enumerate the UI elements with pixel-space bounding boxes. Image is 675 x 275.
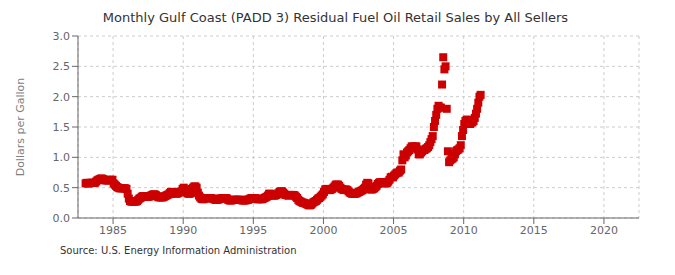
svg-text:0.5: 0.5 <box>53 182 71 195</box>
svg-text:2020: 2020 <box>590 224 618 237</box>
svg-text:Dollars per Gallon: Dollars per Gallon <box>14 78 27 177</box>
svg-text:1985: 1985 <box>99 224 127 237</box>
svg-text:2000: 2000 <box>309 224 337 237</box>
html-text:Monthly Gulf Coast (PADD 3) Re: Monthly Gulf Coast (PADD 3) Residual Fue… <box>102 10 569 25</box>
svg-text:2005: 2005 <box>380 224 408 237</box>
svg-text:1990: 1990 <box>169 224 197 237</box>
svg-text:2015: 2015 <box>520 224 548 237</box>
svg-text:0.0: 0.0 <box>53 212 71 225</box>
svg-text:2010: 2010 <box>450 224 478 237</box>
svg-text:1.5: 1.5 <box>53 121 71 134</box>
svg-text:1.0: 1.0 <box>53 151 71 164</box>
svg-text:2.5: 2.5 <box>53 60 71 73</box>
html-text:Source: U.S. Energy Informatio: Source: U.S. Energy Information Administ… <box>60 245 297 256</box>
svg-text:2.0: 2.0 <box>53 91 71 104</box>
svg-text:3.0: 3.0 <box>53 30 71 43</box>
svg-text:1995: 1995 <box>239 224 267 237</box>
